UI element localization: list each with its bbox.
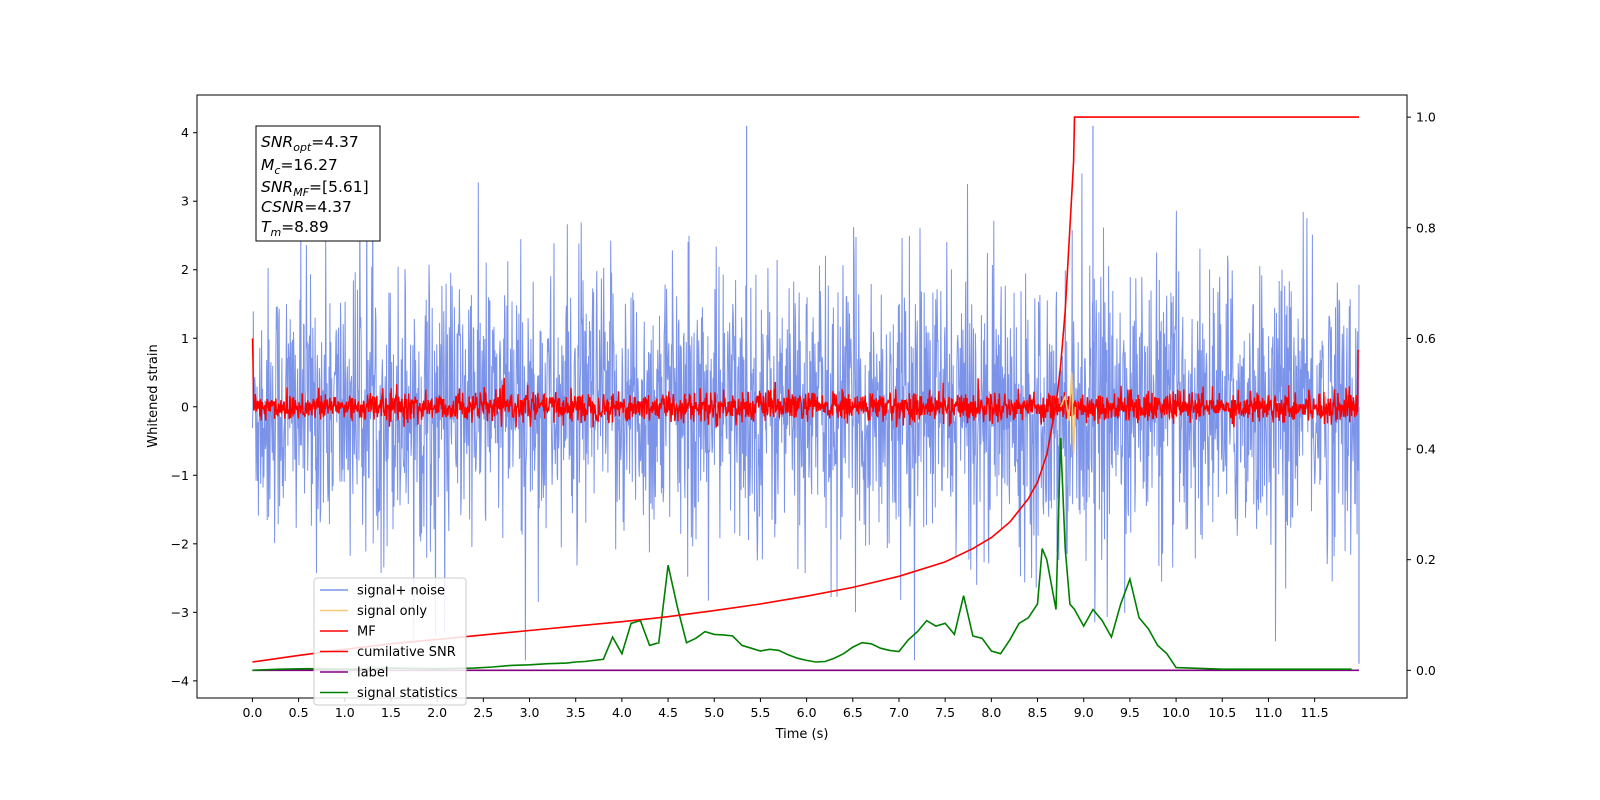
x-tick-label: 10.5 [1208,705,1236,720]
legend-items: signal+ noise signal only MF cumilative SNR… [320,584,458,701]
y-tick-label: 3 [181,194,189,209]
mf-line [251,338,1359,428]
x-tick-label: 1.5 [381,705,401,720]
legend-frame [313,577,467,706]
x-tick-label: 7.5 [935,705,955,720]
y-right-tick-label: 1.0 [1416,110,1436,125]
x-tick-label: 2.0 [427,705,447,720]
y-tick-label: −3 [171,605,189,620]
x-tick-label: 6.5 [843,705,863,720]
x-tick-label: 4.0 [612,705,632,720]
x-tick-label: 6.0 [797,705,817,720]
info-line-snr-mf: SNRMF=[5.61] [261,178,369,199]
y-right-tick-label: 0.4 [1416,442,1436,457]
legend-label: signal+ noise [357,584,445,599]
x-tick-label: 11.0 [1255,705,1283,720]
legend-label: signal only [357,604,427,619]
legend: signal+ noise signal only MF cumilative SNR… [313,577,467,706]
x-axis-label: Time (s) [775,727,829,742]
legend-label: cumilative SNR [357,645,456,660]
signal-noise-layer [251,125,1360,664]
y-axis-label: Whitened strain [146,344,161,447]
info-line-snr-opt: SNRopt=4.37 [261,133,359,154]
x-tick-label: 0.0 [242,705,262,720]
info-line-csnr: CSNR=4.37 [261,198,352,216]
x-tick-label: 5.0 [704,705,724,720]
y-tick-label: −4 [171,673,189,688]
signal-only-line [1059,372,1077,455]
x-tick-label: 10.0 [1162,705,1190,720]
y-right-tick-label: 0.2 [1416,552,1436,567]
x-tick-label: 9.0 [1074,705,1094,720]
signal-noise-line [251,145,1360,661]
x-tick-label: 11.5 [1301,705,1329,720]
y-tick-label: −1 [171,468,189,483]
y-tick-label: 4 [181,125,189,140]
x-tick-label: 8.0 [981,705,1001,720]
x-tick-label: 5.5 [750,705,770,720]
x-tick-label: 3.5 [566,705,586,720]
y-tick-label: −2 [171,536,189,551]
info-box-frame [255,125,381,242]
mf-layer [251,338,1359,428]
x-tick-label: 9.5 [1120,705,1140,720]
info-line-mc: Mc=16.27 [261,156,338,177]
x-tick-label: 2.5 [473,705,493,720]
legend-label: signal statistics [357,686,458,701]
y-tick-label: 0 [181,399,189,414]
x-tick-label: 0.5 [289,705,309,720]
y-tick-label: 2 [181,262,189,277]
y-tick-label: 1 [181,331,189,346]
legend-label: MF [357,625,376,640]
info-line-tm: Tm=8.89 [261,218,329,239]
info-annotation-box: SNRopt=4.37 Mc=16.27 SNRMF=[5.61] CSNR=4… [255,125,381,242]
y-right-tick-label: 0.6 [1416,331,1436,346]
y-right-tick-label: 0.0 [1416,663,1436,678]
x-tick-label: 7.0 [889,705,909,720]
x-tick-label: 8.5 [1028,705,1048,720]
x-tick-label: 1.0 [335,705,355,720]
x-tick-label: 3.0 [520,705,540,720]
x-tick-label: 4.5 [658,705,678,720]
cumulative-snr-line [252,116,1359,663]
y-right-tick-label: 0.8 [1416,220,1436,235]
plot-frame [196,94,1408,699]
signal-statistics-line [252,437,1352,672]
legend-label: label [357,666,388,681]
axes-layer: 0.0 0.5 1.0 1.5 2.0 2.5 3.0 3.5 4.0 4.5 5.0 5.5 6.0 6… [171,110,1436,720]
